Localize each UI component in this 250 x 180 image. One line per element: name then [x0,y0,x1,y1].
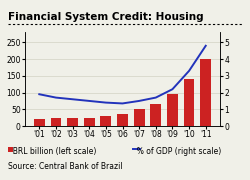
Bar [200,59,211,126]
Bar [34,119,45,126]
Bar [184,79,194,126]
Bar [100,116,111,126]
Bar [134,109,144,126]
Bar [167,94,178,126]
Bar [67,118,78,126]
Bar [150,104,161,126]
Text: Financial System Credit: Housing: Financial System Credit: Housing [8,12,203,22]
Bar [84,118,94,126]
Bar [50,118,61,126]
Text: BRL billion (left scale): BRL billion (left scale) [8,147,96,156]
Text: % of GDP (right scale): % of GDP (right scale) [132,147,222,156]
Bar [117,114,128,126]
Text: Source: Central Bank of Brazil: Source: Central Bank of Brazil [8,162,122,171]
